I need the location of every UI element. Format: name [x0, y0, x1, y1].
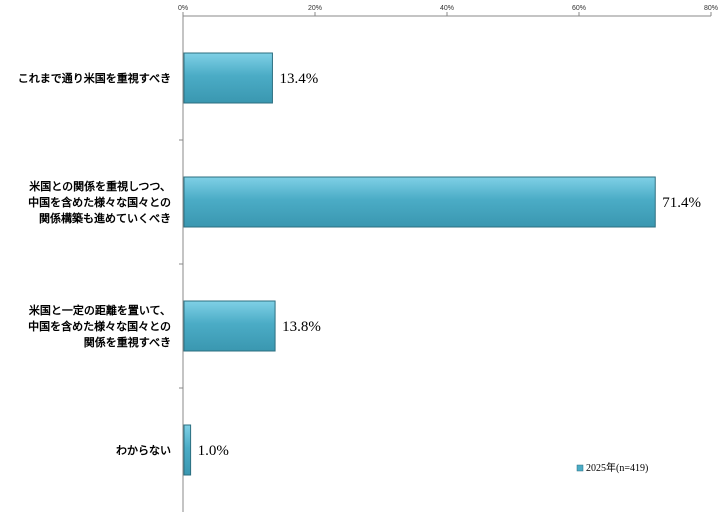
category-label-line: 中国を含めた様々な国々との — [28, 195, 171, 209]
category-label-line: 米国と一定の距離を置いて、 — [28, 303, 171, 317]
data-label: 13.4% — [279, 71, 318, 87]
bar — [183, 176, 656, 228]
category-label-line: 米国との関係を重視しつつ、 — [28, 179, 171, 193]
category-label: 米国と一定の距離を置いて、中国を含めた様々な国々との関係を重視すべき — [28, 303, 171, 349]
bars — [183, 52, 656, 476]
legend-label: 2025年(n=419) — [586, 461, 648, 474]
x-tick-label: 0% — [178, 5, 188, 12]
x-tick-label: 20% — [308, 5, 322, 12]
data-label: 71.4% — [662, 195, 701, 211]
category-label: わからない — [116, 444, 171, 457]
x-tick-label: 60% — [572, 5, 586, 12]
category-label-line: 中国を含めた様々な国々との — [28, 319, 171, 333]
category-label: これまで通り米国を重視すべき — [18, 71, 171, 85]
legend: 2025年(n=419) — [576, 461, 648, 474]
category-label-line: これまで通り米国を重視すべき — [18, 71, 171, 85]
legend-swatch — [576, 464, 584, 472]
data-label: 13.8% — [282, 319, 321, 335]
x-tick-label: 80% — [704, 5, 718, 12]
bar — [183, 52, 273, 104]
bar — [183, 424, 192, 476]
axes: 0% 20% 40% 60% 80% — [178, 5, 718, 512]
category-label-line: わからない — [116, 444, 171, 457]
category-label: 米国との関係を重視しつつ、中国を含めた様々な国々との関係構築も進めていくべき — [28, 179, 171, 225]
data-label: 1.0% — [198, 443, 229, 459]
category-label-line: 関係構築も進めていくべき — [39, 211, 171, 225]
x-tick-label: 40% — [440, 5, 454, 12]
category-label-line: 関係を重視すべき — [84, 335, 171, 349]
labels: 13.4% これまで通り米国を重視すべき 71.4% 米国との関係を重視しつつ、中国を… — [18, 71, 701, 459]
bar — [183, 300, 276, 352]
